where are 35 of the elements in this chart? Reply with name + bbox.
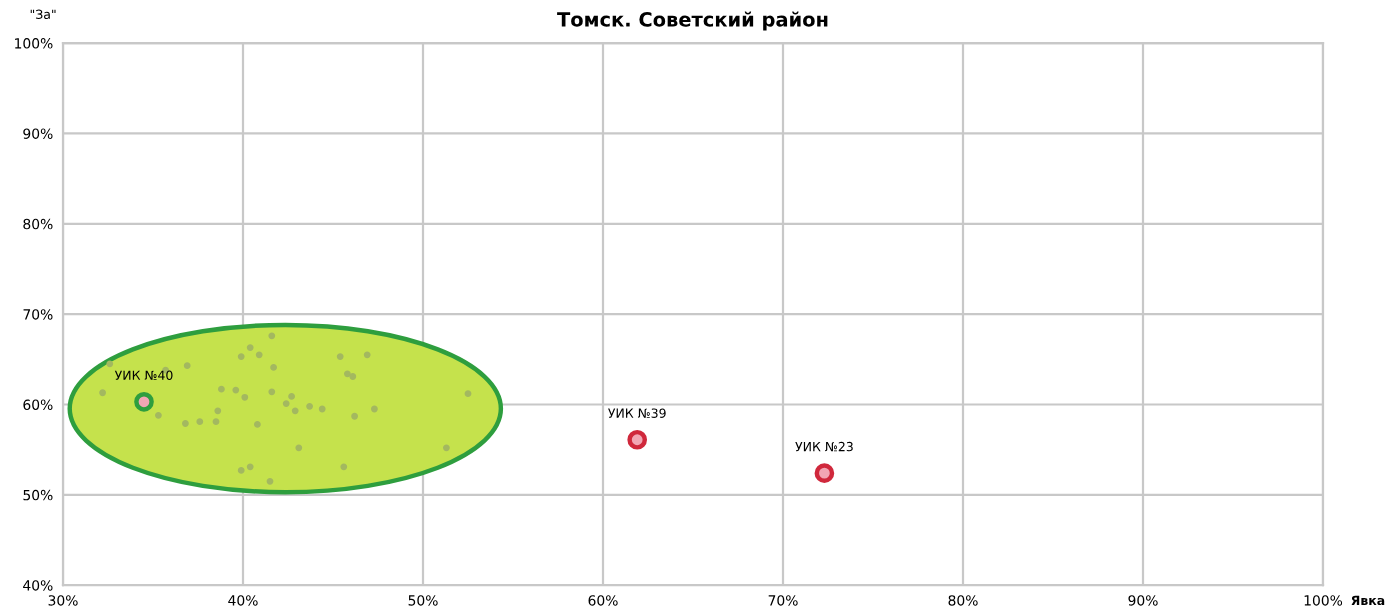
point: [282, 400, 290, 407]
point: [237, 467, 245, 474]
point: [351, 412, 358, 420]
point: [237, 353, 245, 361]
point: [340, 463, 348, 471]
point: [363, 351, 371, 359]
point: [246, 463, 254, 471]
point: [270, 364, 277, 371]
point: [183, 362, 191, 370]
point: [268, 388, 276, 396]
point: [295, 444, 303, 452]
point: [291, 407, 299, 415]
point: [464, 390, 472, 398]
point: [266, 477, 274, 485]
point: [196, 418, 204, 426]
point: [443, 444, 450, 452]
point: [212, 418, 220, 426]
point: [306, 402, 313, 410]
point: [106, 360, 114, 368]
point: [268, 332, 276, 340]
point: [371, 405, 378, 413]
point: [344, 370, 351, 378]
point: [232, 386, 240, 394]
point: [349, 373, 357, 380]
point: [336, 353, 344, 361]
point: [246, 344, 254, 351]
point: [155, 411, 162, 419]
point: [241, 393, 249, 401]
point: [288, 392, 295, 400]
point: [254, 420, 261, 428]
point: [182, 420, 189, 427]
chart-title: Томск. Советский район: [557, 11, 828, 31]
point: [255, 351, 263, 359]
point: [99, 389, 106, 397]
point: [218, 385, 225, 393]
